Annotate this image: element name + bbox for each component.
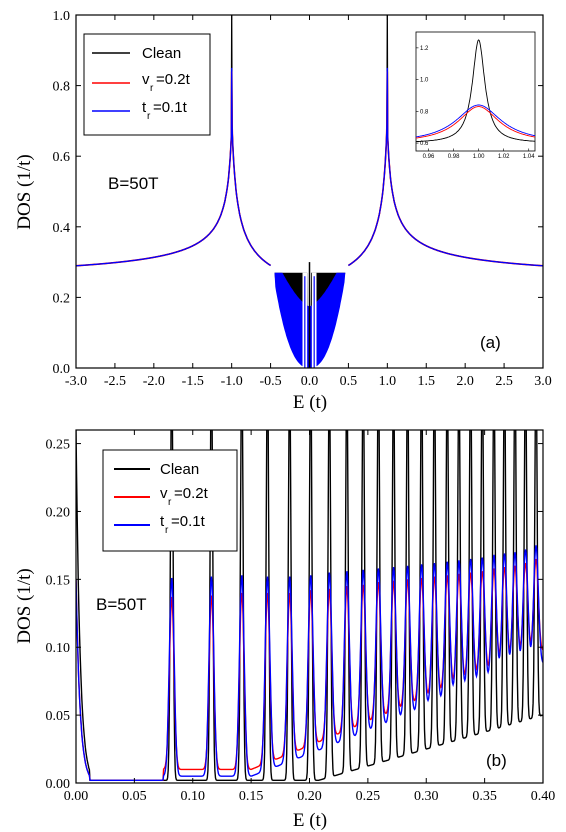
legend-a-label-clean: Clean — [142, 45, 181, 62]
a-xtick-label: 0.5 — [340, 374, 358, 389]
a-ytick-label: 0.8 — [53, 80, 71, 95]
panel-b-x-ticks: 0.00 0.05 0.10 0.15 0.20 0.25 0.30 0.35 0.40 — [64, 430, 556, 804]
legend-b-label-tr-sub: r — [165, 525, 169, 536]
inset-xtick-label: 1.04 — [523, 154, 535, 160]
panel-a-x-label: E (t) — [293, 392, 327, 413]
b-xtick-label: 0.05 — [122, 789, 147, 804]
legend-b-label-vr-suffix: =0.2t — [174, 485, 209, 502]
panel-a-y-ticks: 0.0 0.2 0.4 0.6 0.8 1.0 — [53, 9, 543, 377]
a-ytick-label: 0.0 — [53, 362, 71, 377]
legend-b-label-tr-main: t — [160, 513, 165, 530]
panel-a-x-ticks: -3.0 -2.5 -2.0 -1.5 -1.0 -0.5 0.0 0.5 1.0 1.5 2.0 2… — [65, 15, 552, 389]
a-xtick-label: 1.5 — [418, 374, 436, 389]
a-xtick-label: -3.0 — [65, 374, 87, 389]
a-ytick-label: 0.4 — [53, 221, 71, 236]
b-xtick-label: 0.10 — [181, 789, 206, 804]
panel-b-annotation: B=50T — [96, 595, 147, 614]
legend-b-label-tr-suffix: =0.1t — [171, 513, 206, 530]
inset-ytick-label: 0.6 — [420, 141, 429, 147]
inset-frame — [415, 31, 536, 152]
legend-a-label-vr-sub: r — [150, 83, 154, 94]
inset-curves — [415, 39, 536, 143]
b-xtick-label: 0.25 — [356, 789, 381, 804]
legend-b-label-vr-main: v — [160, 485, 168, 502]
panel-b: 0.00 0.05 0.10 0.15 0.20 0.25 0.30 0.35 0.40 0.0… — [14, 429, 556, 831]
tr-curve-right — [348, 67, 543, 267]
inset-ytick-label: 1.2 — [420, 46, 429, 52]
panel-a-panel-label: (a) — [480, 333, 501, 352]
b-xtick-label: 0.15 — [239, 789, 264, 804]
panel-a-inset: 0.96 0.98 1.00 1.02 1.04 0.6 0.8 1.0 1.2 — [415, 31, 536, 160]
panel-a-legend-box — [83, 33, 211, 136]
inset-xtick-label: 1.00 — [473, 154, 485, 160]
inset-clean-curve — [416, 39, 536, 143]
b-ytick-label: 0.05 — [46, 709, 71, 724]
panel-a: -3.0 -2.5 -2.0 -1.5 -1.0 -0.5 0.0 0.5 1.0 1.5 2.0 2… — [14, 9, 552, 413]
a-xtick-label: 1.0 — [379, 374, 397, 389]
legend-b-label-clean: Clean — [160, 461, 199, 478]
panel-a-legend: Clean v r =0.2t t r =0.1t — [83, 33, 211, 136]
a-xtick-label: -1.0 — [221, 374, 243, 389]
legend-a-label-vr-main: v — [142, 71, 150, 88]
a-xtick-label: 0.0 — [301, 374, 319, 389]
b-ytick-label: 0.00 — [46, 777, 71, 792]
a-xtick-label: 3.0 — [534, 374, 552, 389]
legend-a-label-tr-suffix: =0.1t — [153, 99, 188, 116]
a-xtick-label: -2.5 — [104, 374, 126, 389]
panel-b-y-label: DOS (1/t) — [14, 568, 35, 643]
panel-b-legend: Clean v r =0.2t t r =0.1t — [102, 449, 238, 552]
legend-b-label-vr-sub: r — [168, 497, 172, 508]
panel-b-curves — [76, 430, 543, 781]
panel-a-curves — [76, 14, 543, 368]
inset-xtick-label: 1.02 — [498, 154, 510, 160]
a-xtick-label: 2.5 — [495, 374, 513, 389]
legend-a-label-vr-suffix: =0.2t — [156, 71, 191, 88]
b-xtick-label: 0.20 — [297, 789, 322, 804]
b-xtick-label: 0.35 — [472, 789, 497, 804]
legend-a-label-tr-sub: r — [147, 111, 151, 122]
tr-curve-left — [76, 67, 271, 267]
b-xtick-label: 0.40 — [531, 789, 556, 804]
a-xtick-label: -1.5 — [182, 374, 204, 389]
panel-b-plot-area — [76, 430, 543, 781]
tr-curve — [76, 545, 543, 781]
panel-b-legend-box — [102, 449, 238, 552]
inset-xtick-label: 0.96 — [423, 154, 435, 160]
inset-xtick-label: 0.98 — [448, 154, 460, 160]
a-ytick-label: 1.0 — [53, 9, 71, 24]
panel-b-panel-label: (b) — [486, 751, 507, 770]
b-ytick-label: 0.25 — [46, 438, 71, 453]
a-xtick-label: -0.5 — [259, 374, 281, 389]
legend-a-label-tr-main: t — [142, 99, 147, 116]
inset-vr-curve — [415, 106, 536, 139]
inset-ticks: 0.96 0.98 1.00 1.02 1.04 0.6 0.8 1.0 1.2 — [416, 46, 535, 160]
b-ytick-label: 0.20 — [46, 505, 71, 520]
b-ytick-label: 0.15 — [46, 573, 71, 588]
a-xtick-label: 2.0 — [456, 374, 474, 389]
a-xtick-label: -2.0 — [143, 374, 165, 389]
panel-b-x-label: E (t) — [293, 810, 327, 831]
a-ytick-label: 0.6 — [53, 150, 71, 165]
panel-a-y-label: DOS (1/t) — [14, 154, 35, 229]
b-ytick-label: 0.10 — [46, 641, 71, 656]
panel-b-y-ticks: 0.00 0.05 0.10 0.15 0.20 0.25 — [46, 438, 543, 792]
inset-ytick-label: 1.0 — [420, 78, 429, 84]
inset-tr-curve — [415, 104, 536, 138]
inset-ytick-label: 0.8 — [420, 109, 429, 115]
b-xtick-label: 0.00 — [64, 789, 89, 804]
panel-a-annotation: B=50T — [108, 174, 159, 193]
b-xtick-label: 0.30 — [414, 789, 439, 804]
a-ytick-label: 0.2 — [53, 291, 71, 306]
